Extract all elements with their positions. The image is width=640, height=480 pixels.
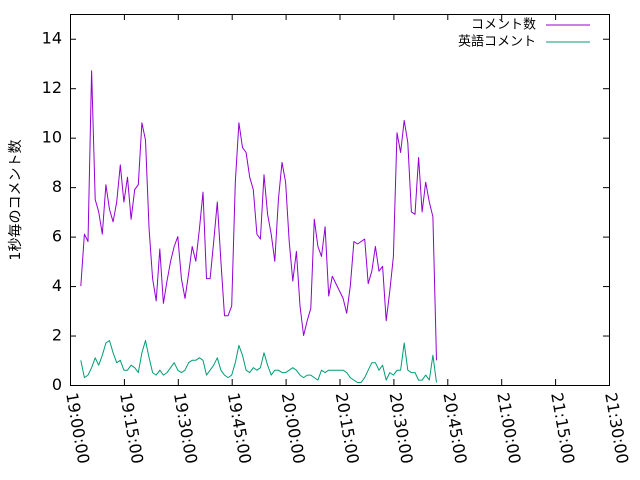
x-tick-label: 19:45:00 [224,391,255,465]
x-tick-label: 19:30:00 [170,391,201,465]
x-tick-label: 21:30:00 [601,391,632,465]
series-line [80,340,437,383]
series-layer [80,70,437,383]
y-tick-label: 14 [42,29,62,48]
x-tick-label: 20:45:00 [439,391,470,465]
plot-frame [70,14,610,386]
x-tick-label: 20:30:00 [386,391,417,465]
y-tick-label: 6 [52,227,62,246]
y-axis: 0 2 4 6 8 10 12 14 [42,29,609,394]
x-tick-label: 21:15:00 [547,391,578,465]
y-tick-label: 4 [52,276,62,295]
y-tick-label: 12 [42,78,62,97]
series-line [80,70,437,361]
x-tick-label: 20:15:00 [332,391,363,465]
y-tick-label: 8 [52,177,62,196]
x-tick-label: 20:00:00 [278,391,309,465]
x-tick-label: 19:00:00 [62,391,93,465]
x-tick-label: 21:00:00 [493,391,524,465]
legend-label: コメント数 [471,18,536,33]
y-tick-label: 0 [52,375,62,394]
legend-label: 英語コメント [458,34,536,50]
plot-area [70,14,610,386]
y-tick-label: 2 [52,326,62,345]
y-tick-label: 10 [42,128,62,147]
x-tick-label: 19:15:00 [116,391,147,465]
y-axis-label: 1秒毎のコメント数 [8,140,24,261]
x-axis: 19:00:00 19:15:00 19:30:00 19:45:00 20:00:00… [62,14,632,465]
